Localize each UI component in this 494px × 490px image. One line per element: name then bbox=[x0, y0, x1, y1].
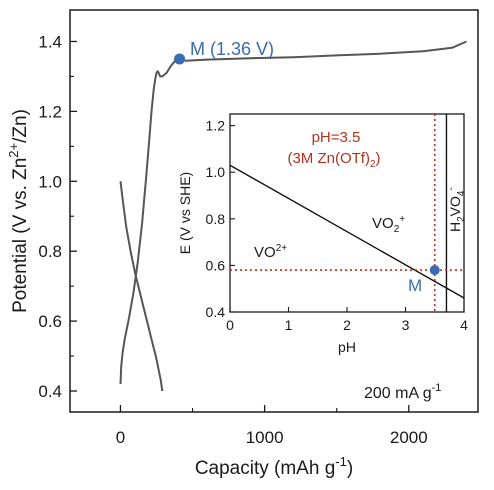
main-y-tick-label: 1.2 bbox=[38, 102, 62, 121]
inset-points bbox=[429, 265, 440, 276]
inset-point-label: M bbox=[408, 276, 422, 295]
inset-y-tick-label: 1.0 bbox=[206, 164, 226, 180]
main-y-tick-label: 1.0 bbox=[38, 172, 62, 191]
main-series bbox=[119, 40, 467, 392]
inset-lines bbox=[229, 114, 465, 312]
main-x-tick-label: 1000 bbox=[246, 428, 284, 447]
inset-x-tick-label: 2 bbox=[343, 317, 351, 333]
inset-y-tick-label: 0.8 bbox=[206, 211, 226, 227]
main-y-axis-label: Potential (V vs. Zn2+/Zn) bbox=[6, 109, 31, 313]
inset-ph-label: pH=3.5 bbox=[312, 129, 361, 146]
inset-chart: 0.4 0.6 0.8 1.0 1.2 0 1 2 3 4 pH=3.5 (3M Zn(OTf)… bbox=[177, 113, 468, 355]
inset-vo-2plus-label: VO2+ bbox=[254, 243, 287, 261]
main-x-tick-label: 0 bbox=[116, 428, 125, 447]
main-y-ticks: 0.4 0.6 0.8 1.0 1.2 1.4 bbox=[38, 32, 77, 401]
inset-plot-frame bbox=[229, 113, 465, 313]
inset-y-tick-label: 1.2 bbox=[206, 118, 226, 134]
inset-x-tick-label: 0 bbox=[226, 317, 234, 333]
main-y-tick-label: 1.4 bbox=[38, 32, 62, 51]
discharge-curve bbox=[119, 181, 164, 392]
inset-y-tick-label: 0.4 bbox=[206, 304, 226, 320]
inset-point-m bbox=[429, 265, 440, 276]
inset-x-tick-label: 4 bbox=[460, 317, 468, 333]
inset-y-tick-label: 0.6 bbox=[206, 257, 226, 273]
main-y-tick-label: 0.6 bbox=[38, 312, 62, 331]
charge-curve bbox=[119, 40, 467, 385]
inset-h2vo4-label: H2VO4- bbox=[446, 187, 467, 232]
main-plot-frame bbox=[69, 9, 479, 413]
inset-y-axis-label: E (V vs SHE) bbox=[177, 172, 193, 254]
main-x-ticks: 0 1000 2000 bbox=[116, 405, 428, 447]
main-point-label: M (1.36 V) bbox=[190, 39, 274, 59]
inset-x-axis-label: pH bbox=[338, 339, 356, 355]
main-x-tick-label: 2000 bbox=[390, 428, 428, 447]
inset-x-ticks: 0 1 2 3 4 bbox=[226, 307, 468, 333]
inset-x-tick-label: 3 bbox=[402, 317, 410, 333]
main-points bbox=[174, 53, 186, 65]
inset-vo2-plus-label: VO2+ bbox=[372, 214, 405, 235]
main-y-tick-label: 0.8 bbox=[38, 242, 62, 261]
inset-electrolyte-label: (3M Zn(OTf)2) bbox=[287, 150, 380, 170]
inset-x-tick-label: 1 bbox=[285, 317, 293, 333]
main-rate-label: 200 mA g-1 bbox=[364, 382, 441, 402]
inset-y-ticks: 0.4 0.6 0.8 1.0 1.2 bbox=[206, 118, 235, 320]
main-chart: 0.40.60.81.01.21.4 0 1000 2000 M (1.36 V) … bbox=[6, 9, 479, 479]
main-y-tick-label: 0.4 bbox=[38, 382, 62, 401]
inset-potential-line bbox=[229, 164, 465, 299]
main-point-m bbox=[174, 53, 186, 65]
main-x-axis-label: Capacity (mAh g-1) bbox=[195, 454, 353, 479]
